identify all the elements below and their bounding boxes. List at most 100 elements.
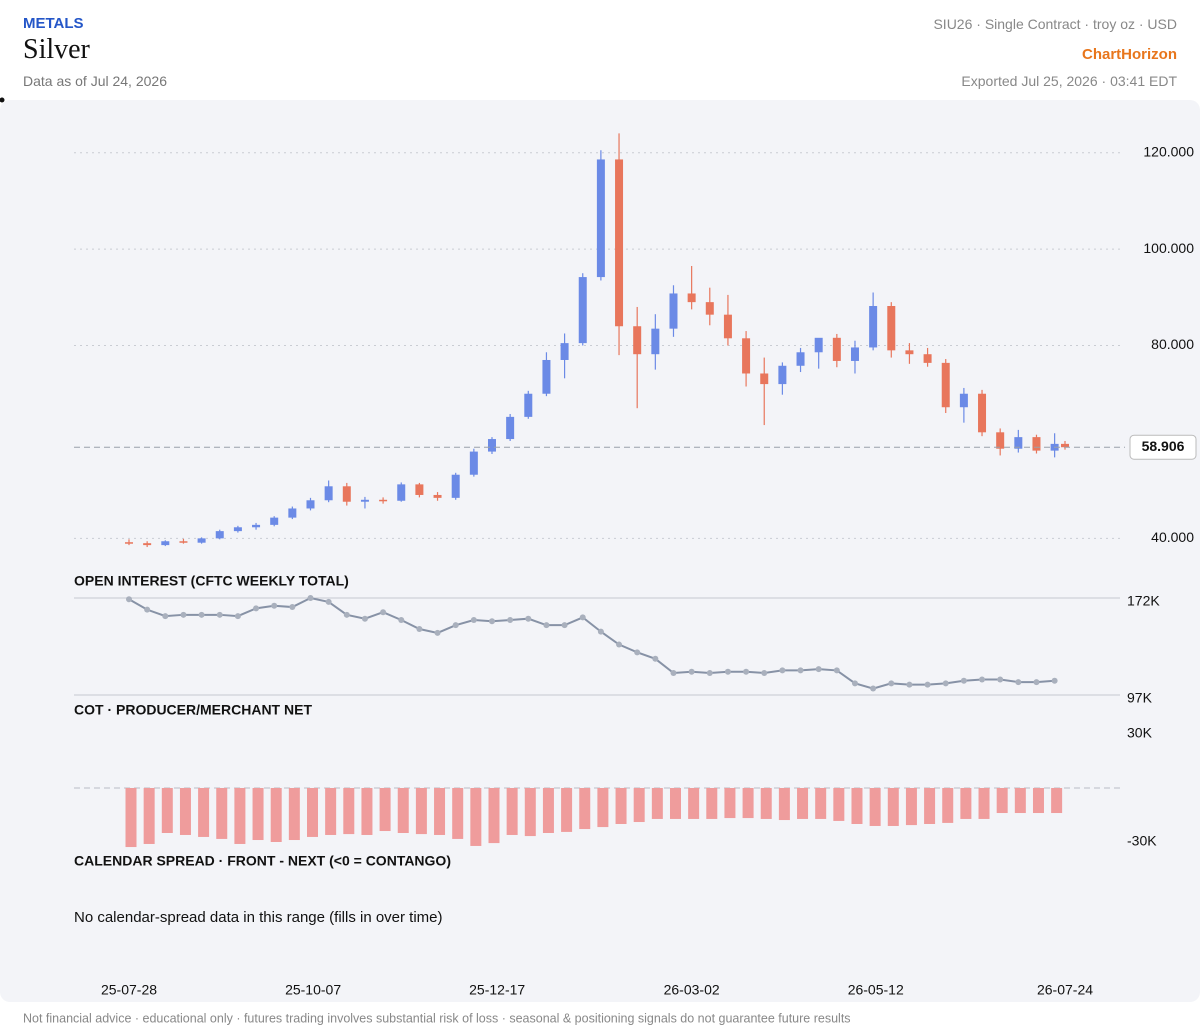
bar	[706, 788, 718, 819]
candle-body	[850, 347, 859, 361]
line-point	[543, 622, 550, 629]
candle-body	[161, 541, 170, 546]
x-tick-label: 25-10-07	[285, 982, 341, 998]
bar	[343, 788, 355, 835]
bar	[306, 788, 318, 837]
line-series	[128, 596, 1055, 690]
candle-body	[814, 337, 823, 353]
line-point	[144, 606, 151, 613]
line-point	[724, 668, 731, 675]
bar	[960, 788, 972, 819]
line-point	[652, 655, 659, 662]
bar	[669, 788, 681, 819]
line-point	[380, 609, 387, 616]
section-label: METALS	[23, 15, 84, 32]
line-point	[979, 676, 986, 683]
contract: SIU26 · Single Contract · troy oz · USD	[933, 16, 1177, 32]
candle-body	[506, 416, 515, 440]
bar	[724, 788, 736, 819]
line-point	[525, 615, 532, 622]
line-point	[216, 611, 223, 618]
candle-body	[941, 362, 950, 408]
candle-body	[215, 531, 224, 539]
bar	[1051, 788, 1063, 814]
bar	[760, 788, 772, 819]
line-point	[561, 622, 568, 629]
bar	[833, 788, 845, 821]
candle-body	[1032, 437, 1041, 451]
panel-background	[0, 100, 1200, 1002]
line-point	[180, 611, 187, 618]
x-tick-label: 25-12-17	[469, 982, 525, 998]
y-tick-label: 40.000	[1151, 529, 1194, 545]
line-point	[126, 596, 132, 603]
bar	[470, 788, 482, 846]
bar	[869, 788, 881, 826]
line-point	[815, 666, 822, 673]
candle-body	[360, 499, 369, 502]
candle-body	[796, 352, 805, 366]
candle-body	[596, 159, 605, 278]
candle-body	[669, 293, 678, 329]
line-point	[416, 626, 423, 633]
candle-body	[288, 508, 297, 518]
x-tick-label: 26-07-24	[1037, 982, 1093, 998]
candle-body	[1014, 437, 1023, 449]
bar	[125, 788, 137, 848]
line-point	[906, 681, 913, 688]
bar	[688, 788, 700, 819]
line-point	[162, 613, 169, 620]
candle-body	[524, 393, 533, 417]
candle-body	[651, 328, 660, 355]
bar	[325, 788, 337, 835]
y-tick-label: 80.000	[1151, 336, 1194, 352]
line-point	[325, 598, 332, 605]
bar	[742, 788, 754, 819]
x-tick-label: 25-07-28	[101, 982, 157, 998]
empty-message: No calendar-spread data in this range (f…	[74, 909, 443, 926]
candle-body	[578, 277, 587, 344]
bar	[252, 788, 264, 841]
bar	[361, 788, 373, 835]
bar	[161, 788, 173, 833]
candle-body	[615, 159, 624, 327]
line-point	[924, 681, 931, 688]
candle-body	[433, 494, 442, 498]
exported: Exported Jul 25, 2026 · 03:41 EDT	[961, 73, 1177, 89]
page-title: Silver	[23, 34, 90, 65]
candle-body	[760, 373, 769, 385]
bar	[234, 788, 246, 844]
line-point	[851, 680, 858, 687]
bar	[942, 788, 954, 823]
bar	[797, 788, 809, 819]
candle-body	[233, 527, 242, 532]
y-tick-label: 97K	[1127, 690, 1153, 706]
line-point	[1033, 679, 1040, 686]
line-point	[470, 616, 477, 623]
candle-body	[143, 543, 152, 546]
candle-body	[978, 393, 987, 433]
line-point	[597, 628, 604, 635]
panel-title: OPEN INTEREST (CFTC WEEKLY TOTAL)	[74, 573, 349, 589]
candle-body	[923, 354, 932, 363]
line-point	[1051, 677, 1058, 684]
footer: Not financial advice · educational only …	[23, 1011, 851, 1025]
line-point	[271, 602, 278, 609]
candle-body	[742, 338, 751, 374]
line-point	[507, 616, 514, 623]
line-point	[634, 649, 641, 656]
line-point	[434, 629, 441, 636]
line-point	[289, 604, 296, 611]
candle-body	[633, 326, 642, 355]
bar	[1032, 788, 1044, 814]
candle-body	[560, 343, 569, 360]
y-tick-label: 100.000	[1143, 240, 1194, 256]
line-point	[870, 685, 877, 692]
bar	[415, 788, 427, 835]
bar	[996, 788, 1008, 814]
candle-body	[379, 499, 388, 502]
panel-title: CALENDAR SPREAD · FRONT - NEXT (<0 = CON…	[74, 853, 451, 869]
line-point	[343, 611, 350, 618]
line-point	[706, 670, 713, 677]
